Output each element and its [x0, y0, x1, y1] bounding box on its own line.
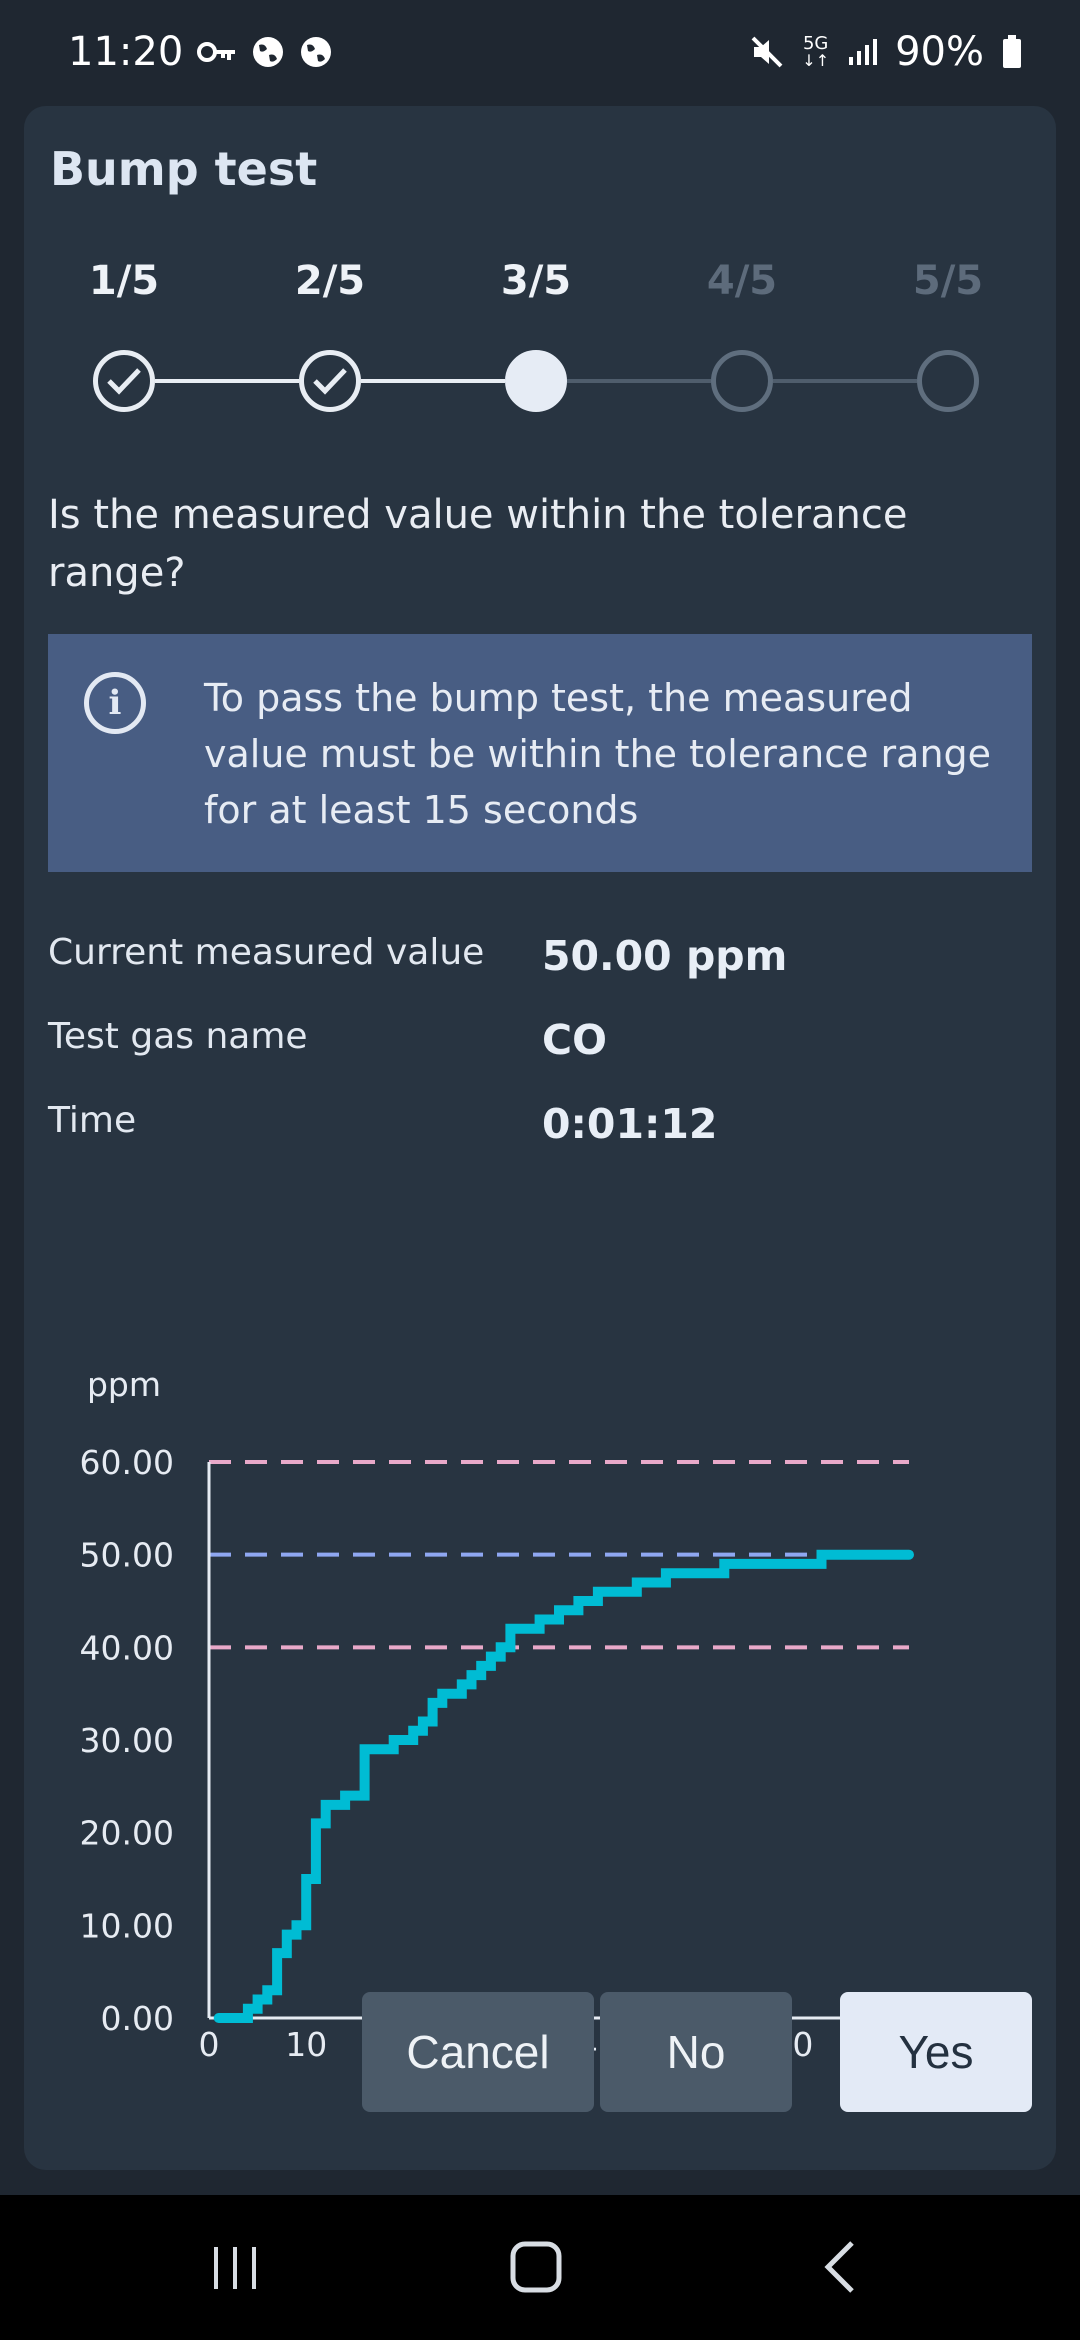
step-node-5	[917, 350, 979, 412]
battery-percent: 90%	[895, 29, 984, 75]
step-label-1: 1/5	[88, 258, 160, 304]
dialog-title: Bump test	[50, 142, 318, 196]
y-tick-label: 30.00	[80, 1721, 174, 1760]
y-tick-label: 0.00	[101, 1999, 174, 2038]
check-icon	[313, 368, 347, 395]
back-button[interactable]	[760, 2195, 920, 2340]
step-node-2	[299, 350, 361, 412]
step-label-3: 3/5	[500, 258, 572, 304]
time-value: 0:01:12	[542, 1100, 718, 1148]
navigation-bar	[0, 2195, 1080, 2340]
step-node-3	[505, 350, 567, 412]
step-connector	[155, 379, 299, 383]
y-axis-label: ppm	[87, 1365, 161, 1404]
chart-axes	[207, 1462, 909, 2020]
cancel-button[interactable]: Cancel	[362, 1992, 594, 2112]
current-value: 50.00 ppm	[542, 932, 788, 980]
ppm-chart: ppm sec 0.0010.0020.0030.0040.0050.0060.…	[80, 1365, 1000, 2064]
y-tick-label: 20.00	[80, 1814, 174, 1853]
step-connector	[567, 379, 711, 383]
yes-button[interactable]: Yes	[840, 1992, 1032, 2112]
y-tick-label: 50.00	[80, 1536, 174, 1575]
chart-reference-lines	[209, 1460, 909, 1650]
chart-series	[213, 1549, 914, 2023]
question-text: Is the measured value within the toleran…	[48, 492, 908, 596]
recents-button[interactable]	[156, 2195, 316, 2340]
step-node-1	[93, 350, 155, 412]
status-bar: 11:20 5G ↓↑ 90%	[0, 0, 1080, 104]
step-label-4: 4/5	[706, 258, 778, 304]
step-label-5: 5/5	[912, 258, 984, 304]
time-label: Time	[48, 1100, 137, 1141]
y-tick-label: 10.00	[80, 1906, 174, 1945]
battery-icon	[1003, 35, 1021, 68]
back-icon	[824, 2241, 854, 2293]
x-tick-label: 10	[285, 2025, 327, 2064]
clock: 11:20	[68, 29, 184, 75]
globe-icon	[301, 37, 332, 67]
series-line	[213, 1549, 914, 2023]
recents-icon	[214, 2247, 256, 2289]
step-label-2: 2/5	[294, 258, 366, 304]
chart-tick-labels: 0.0010.0020.0030.0040.0050.0060.00010203…	[80, 1443, 911, 2064]
5g-icon: 5G ↓↑	[802, 33, 830, 70]
test-gas-label: Test gas name	[48, 1016, 308, 1057]
home-button[interactable]	[456, 2195, 616, 2340]
info-text: To pass the bump test, the measured valu…	[204, 676, 992, 832]
mute-icon	[751, 36, 783, 68]
step-connector	[773, 379, 917, 383]
step-connector	[361, 379, 505, 383]
status-right: 5G ↓↑ 90%	[750, 29, 1022, 75]
home-icon	[510, 2241, 562, 2293]
info-box: i To pass the bump test, the measured va…	[48, 634, 1032, 872]
network-type: 5G	[802, 33, 829, 54]
globe-icon	[253, 37, 284, 67]
bump-test-dialog: Bump test 1/5 2/5 3/5 4/5 5/5 Is the mea…	[24, 106, 1056, 2170]
y-tick-label: 60.00	[80, 1443, 174, 1482]
info-icon: i	[84, 672, 146, 734]
current-value-label: Current measured value	[48, 932, 485, 973]
key-icon	[197, 42, 236, 62]
test-gas-value: CO	[542, 1016, 607, 1064]
x-tick-label: 0	[199, 2025, 220, 2064]
signal-icon	[849, 39, 878, 65]
y-tick-label: 40.00	[80, 1628, 174, 1667]
status-left: 11:20	[68, 29, 333, 75]
step-node-4	[711, 350, 773, 412]
no-button[interactable]: No	[600, 1992, 792, 2112]
check-icon	[107, 368, 141, 395]
